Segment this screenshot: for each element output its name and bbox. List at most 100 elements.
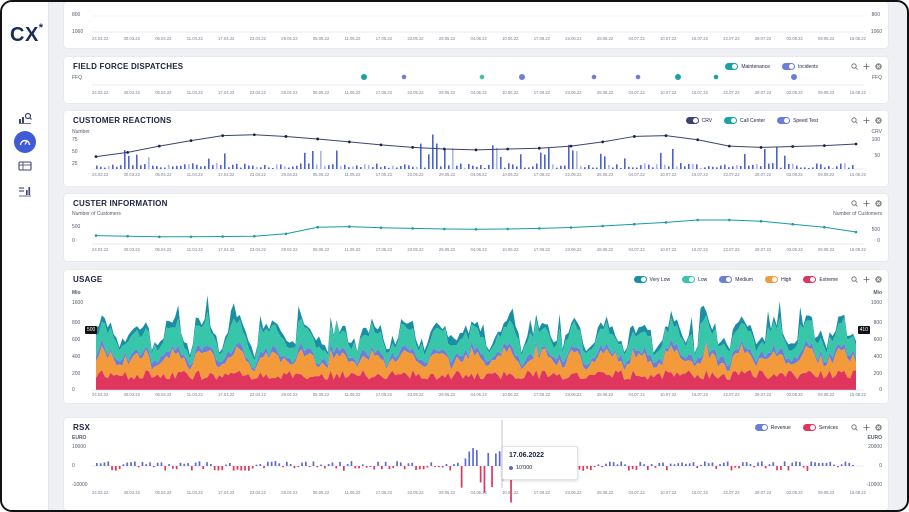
toggle-switch[interactable] xyxy=(802,424,816,431)
zoom-icon[interactable] xyxy=(850,275,858,283)
legend-toggle-very-low[interactable]: Very Low xyxy=(633,276,670,283)
toggle-switch[interactable] xyxy=(777,117,791,124)
toggle-switch[interactable] xyxy=(719,276,733,283)
x-tick-label: 04.06.22 xyxy=(470,392,487,397)
customers-point xyxy=(411,227,414,230)
move-icon[interactable] xyxy=(862,199,870,207)
legend-toggle-services[interactable]: Services xyxy=(802,424,838,431)
toggle-switch[interactable] xyxy=(803,276,817,283)
toggle-switch[interactable] xyxy=(685,117,699,124)
legend-toggle-incidents[interactable]: Incidents xyxy=(781,63,818,70)
sidebar-item-search-analytics[interactable] xyxy=(14,107,36,129)
crv-point xyxy=(411,145,415,149)
x-tick-label: 15.08.22 xyxy=(849,172,866,177)
call-center-bar xyxy=(488,164,490,169)
sidebar-item-dashboard[interactable] xyxy=(14,131,36,153)
legend-toggle-revenue[interactable]: Revenue xyxy=(754,424,791,431)
x-tick-label: 03.08.22 xyxy=(786,36,803,41)
revenue-bar xyxy=(396,461,398,466)
close-icon[interactable] xyxy=(874,62,882,70)
x-tick-label: 04.07.22 xyxy=(628,172,645,177)
call-center-bar xyxy=(672,148,674,169)
x-tick-label: 16.07.22 xyxy=(691,36,708,41)
call-center-bar xyxy=(788,164,790,169)
call-center-bar xyxy=(284,166,286,169)
call-center-bar xyxy=(648,164,650,169)
toggle-switch[interactable] xyxy=(765,276,779,283)
revenue-bar xyxy=(331,462,334,466)
x-tick-label: 05.05.22 xyxy=(312,90,330,95)
revenue-bar xyxy=(745,462,748,466)
zoom-icon[interactable] xyxy=(850,423,858,431)
x-tick-label: 10.07.22 xyxy=(660,90,677,95)
zoom-icon[interactable] xyxy=(850,62,858,70)
move-icon[interactable] xyxy=(862,62,870,70)
revenue-bar xyxy=(305,461,307,466)
sidebar-item-reports[interactable] xyxy=(14,180,36,202)
y-axis-tick: 800 xyxy=(873,320,882,326)
zoom-icon[interactable] xyxy=(850,116,858,124)
legend-toggle-crv[interactable]: CRV xyxy=(685,117,712,124)
revenue-bar xyxy=(677,463,680,466)
services-bar xyxy=(373,466,376,470)
revenue-bar xyxy=(259,464,262,466)
zoom-icon[interactable] xyxy=(850,199,858,207)
usage-area-high xyxy=(96,342,856,380)
move-icon[interactable] xyxy=(862,423,870,431)
y-axis-tick: -10000 xyxy=(72,482,88,488)
customers-point xyxy=(854,230,858,234)
dispatch-point xyxy=(519,74,525,80)
x-tick-label: 15.08.22 xyxy=(849,392,866,397)
call-center-bar xyxy=(588,165,590,169)
legend-toggle-speed-test[interactable]: Speed Test xyxy=(777,117,818,124)
legend-toggle-low[interactable]: Low xyxy=(682,276,707,283)
legend-toggle-extreme[interactable]: Extreme xyxy=(803,276,838,283)
legend-toggle-medium[interactable]: Medium xyxy=(719,276,753,283)
x-tick-label: 30.03.22 xyxy=(123,392,140,397)
move-icon[interactable] xyxy=(862,275,870,283)
x-tick-label: 09.08.22 xyxy=(818,90,835,95)
close-icon[interactable] xyxy=(874,199,882,207)
call-center-bar xyxy=(96,165,98,169)
toggle-switch[interactable] xyxy=(725,63,739,70)
call-center-bar xyxy=(560,165,562,169)
close-icon[interactable] xyxy=(874,116,882,124)
move-icon[interactable] xyxy=(862,116,870,124)
toggle-switch[interactable] xyxy=(724,117,738,124)
x-tick-label: 28.06.22 xyxy=(596,36,614,41)
y-axis-tick: -10000 xyxy=(866,482,882,488)
sidebar-item-tickets[interactable] xyxy=(14,155,36,177)
toggle-switch[interactable] xyxy=(682,276,696,283)
x-tick-label: 05.05.22 xyxy=(312,392,330,397)
call-center-bar xyxy=(116,166,118,169)
x-tick-label: 29.04.22 xyxy=(281,90,298,95)
x-tick-label: 22.07.22 xyxy=(723,90,740,95)
x-tick-label: 15.08.22 xyxy=(849,490,866,495)
legend-toggle-high[interactable]: High xyxy=(765,276,791,283)
services-bar xyxy=(137,466,140,468)
call-center-bar xyxy=(720,165,722,169)
crv-line xyxy=(95,134,857,158)
crv-point xyxy=(791,145,795,148)
call-center-bar xyxy=(180,165,182,169)
services-bar xyxy=(479,466,482,483)
y-axis-tick: 25 xyxy=(72,161,78,167)
field-force-panel: FIELD FORCE DISPATCHES Maintenance Incid… xyxy=(64,57,888,103)
toggle-switch[interactable] xyxy=(754,424,768,431)
close-icon[interactable] xyxy=(874,423,882,431)
revenue-bar xyxy=(103,462,106,466)
ticket-icon xyxy=(18,161,32,171)
legend-toggle-call-center[interactable]: Call Center xyxy=(724,117,765,124)
app-logo[interactable]: CX* xyxy=(10,22,44,46)
toggle-switch[interactable] xyxy=(781,63,795,70)
call-center-bar xyxy=(416,166,418,169)
toggle-switch[interactable] xyxy=(633,276,647,283)
services-bar xyxy=(764,466,767,469)
legend-toggle-maintenance[interactable]: Maintenance xyxy=(725,63,770,70)
x-tick-label: 23.05.22 xyxy=(407,392,424,397)
revenue-bar xyxy=(187,463,189,466)
y-axis-label: FFQ xyxy=(872,75,882,81)
close-icon[interactable] xyxy=(874,275,882,283)
revenue-bar xyxy=(198,461,201,466)
x-tick-label: 24.03.22 xyxy=(92,172,109,177)
